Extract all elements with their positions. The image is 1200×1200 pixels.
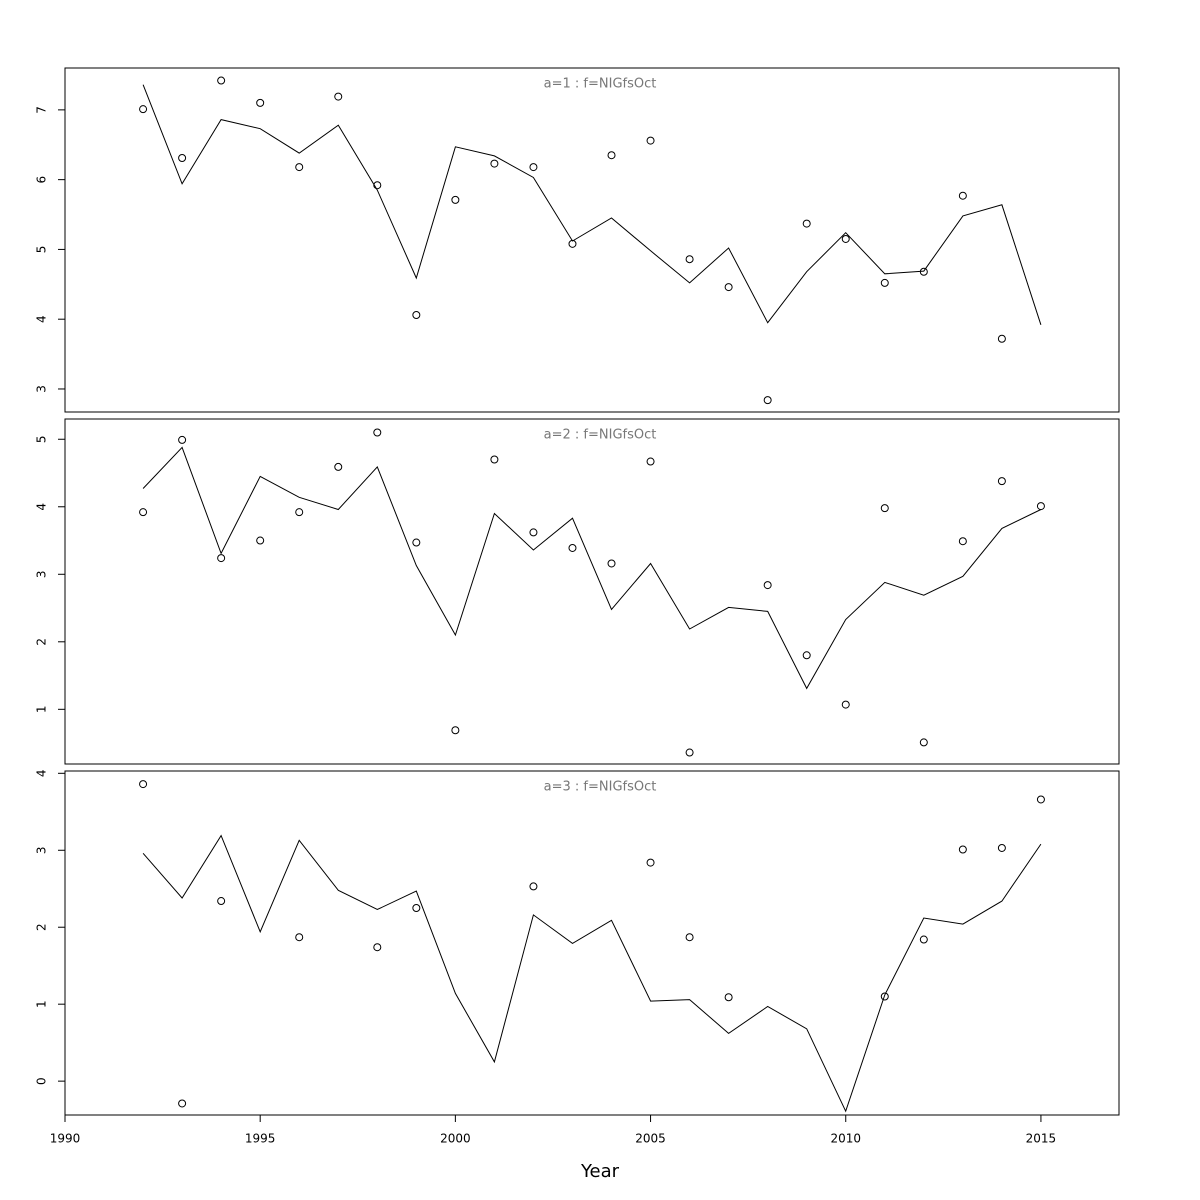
x-axis-label: Year <box>580 1161 620 1182</box>
data-point <box>529 882 538 891</box>
data-point <box>178 154 187 163</box>
y-tick-label: 1 <box>35 705 49 713</box>
data-point <box>919 738 928 747</box>
data-point <box>802 219 811 228</box>
data-point <box>490 455 499 464</box>
panel-title: a=2 : f=NIGfsOct <box>544 428 657 443</box>
data-point <box>607 151 616 160</box>
y-tick-label: 5 <box>35 435 49 443</box>
data-point <box>763 396 772 405</box>
y-tick-label: 0 <box>35 1077 49 1085</box>
data-point <box>373 943 382 952</box>
data-point <box>412 538 421 547</box>
data-point <box>997 843 1006 852</box>
data-point <box>529 528 538 537</box>
data-point <box>685 255 694 264</box>
data-point <box>958 845 967 854</box>
data-point <box>295 933 304 942</box>
data-point <box>802 651 811 660</box>
data-point <box>958 537 967 546</box>
x-tick-label: 2010 <box>830 1132 861 1146</box>
x-tick-label: 2015 <box>1026 1132 1057 1146</box>
data-point <box>880 992 889 1001</box>
data-point <box>1036 795 1045 804</box>
data-point <box>451 195 460 204</box>
y-tick-label: 4 <box>35 769 49 777</box>
y-tick-label: 5 <box>35 246 49 254</box>
data-point <box>334 92 343 101</box>
data-point <box>139 508 148 517</box>
panel-title: a=3 : f=NIGfsOct <box>544 780 657 795</box>
data-point <box>139 105 148 114</box>
data-point <box>295 508 304 517</box>
y-tick-label: 7 <box>35 106 49 114</box>
data-point <box>880 504 889 513</box>
x-tick-label: 2005 <box>635 1132 666 1146</box>
data-point <box>529 163 538 172</box>
x-tick-label: 1995 <box>245 1132 276 1146</box>
y-tick-label: 4 <box>35 503 49 511</box>
data-point <box>217 897 226 906</box>
data-point <box>568 543 577 552</box>
data-point <box>763 581 772 590</box>
x-tick-label: 2000 <box>440 1132 471 1146</box>
data-point <box>607 559 616 568</box>
y-tick-label: 2 <box>35 638 49 646</box>
y-tick-label: 2 <box>35 923 49 931</box>
data-point <box>373 428 382 437</box>
data-point <box>646 136 655 145</box>
data-point <box>217 76 226 85</box>
panel-title: a=1 : f=NIGfsOct <box>544 77 657 92</box>
x-tick-label: 1990 <box>50 1132 81 1146</box>
panel-frame <box>64 67 1120 413</box>
y-tick-label: 6 <box>35 176 49 184</box>
data-point <box>451 726 460 735</box>
data-point <box>997 477 1006 486</box>
data-point <box>412 311 421 320</box>
data-line <box>142 84 1042 325</box>
y-tick-label: 3 <box>35 846 49 854</box>
data-point <box>646 457 655 466</box>
data-point <box>217 554 226 563</box>
data-point <box>412 903 421 912</box>
data-point <box>1036 502 1045 511</box>
data-point <box>724 993 733 1002</box>
data-point <box>997 334 1006 343</box>
data-point <box>295 163 304 172</box>
data-point <box>919 935 928 944</box>
data-point <box>178 435 187 444</box>
data-point <box>334 462 343 471</box>
data-point <box>841 700 850 709</box>
data-point <box>724 283 733 292</box>
y-tick-label: 4 <box>35 315 49 323</box>
data-point <box>685 933 694 942</box>
panel-frame <box>64 418 1120 765</box>
data-point <box>139 780 148 789</box>
data-point <box>685 748 694 757</box>
data-point <box>958 191 967 200</box>
data-point <box>880 278 889 287</box>
panel-frame <box>64 770 1120 1116</box>
data-point <box>841 234 850 243</box>
data-point <box>646 858 655 867</box>
data-line <box>142 446 1042 690</box>
y-tick-label: 3 <box>35 570 49 578</box>
data-point <box>178 1099 187 1108</box>
data-line <box>142 834 1042 1113</box>
data-point <box>490 159 499 168</box>
y-tick-label: 1 <box>35 1000 49 1008</box>
data-point <box>256 536 265 545</box>
y-tick-label: 3 <box>35 385 49 393</box>
data-point <box>256 98 265 107</box>
